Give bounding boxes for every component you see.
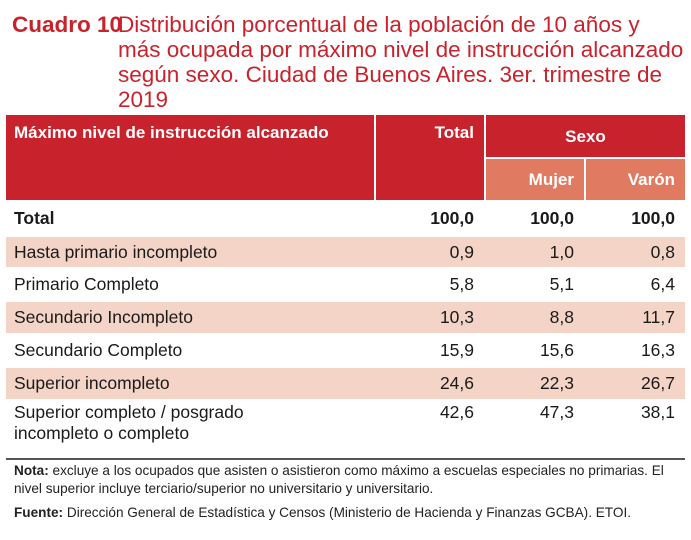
cell-mujer: 15,6 xyxy=(539,340,574,360)
cell-varon: 0,8 xyxy=(650,242,675,262)
source-label: Fuente: xyxy=(14,505,64,520)
row-label: Primario Completo xyxy=(14,274,159,294)
cell-mujer: 100,0 xyxy=(530,208,574,228)
row-label: Superior incompleto xyxy=(14,373,170,393)
row-label: Secundario Completo xyxy=(14,340,183,360)
cell-varon: 26,7 xyxy=(640,373,675,393)
cell-mujer: 8,8 xyxy=(549,307,574,327)
table-bottom-rule xyxy=(6,458,685,460)
cell-mujer: 1,0 xyxy=(549,242,574,262)
table-source: Fuente: Dirección General de Estadística… xyxy=(14,504,684,522)
source-text: Dirección General de Estadística y Censo… xyxy=(66,505,631,520)
table-row: Secundario Completo 15,9 15,6 16,3 xyxy=(6,335,685,366)
header-total: Total xyxy=(376,115,484,200)
cell-mujer: 5,1 xyxy=(549,274,574,294)
table-note: Nota: excluye a los ocupados que asisten… xyxy=(14,462,684,498)
table-number: Cuadro 10 xyxy=(12,12,123,37)
cell-total: 5,8 xyxy=(449,274,474,294)
cell-varon: 100,0 xyxy=(631,208,675,228)
header-level: Máximo nivel de instrucción alcanzado xyxy=(6,115,374,200)
table-row: Superior incompleto 24,6 22,3 26,7 xyxy=(6,368,685,399)
row-label: Total xyxy=(14,208,55,228)
header-varon: Varón xyxy=(586,159,685,200)
note-label: Nota: xyxy=(14,463,49,478)
cell-varon: 16,3 xyxy=(640,340,675,360)
cell-mujer: 22,3 xyxy=(539,373,574,393)
table-row: Superior completo / posgrado incompleto … xyxy=(6,401,685,453)
table-row: Total 100,0 100,0 100,0 xyxy=(6,208,685,236)
table-row: Primario Completo 5,8 5,1 6,4 xyxy=(6,269,685,300)
row-label: Secundario Incompleto xyxy=(14,307,193,327)
header-mujer: Mujer xyxy=(486,159,584,200)
cell-total: 10,3 xyxy=(439,307,474,327)
table-caption: Distribución porcentual de la población … xyxy=(118,12,684,112)
cell-total: 24,6 xyxy=(439,373,474,393)
cell-varon: 38,1 xyxy=(640,402,675,422)
row-label: Hasta primario incompleto xyxy=(14,242,218,262)
row-label: Superior completo / posgrado incompleto … xyxy=(14,402,244,443)
table-row: Hasta primario incompleto 0,9 1,0 0,8 xyxy=(6,237,685,267)
table-header: Máximo nivel de instrucción alcanzado To… xyxy=(6,115,685,200)
cell-total: 100,0 xyxy=(430,208,474,228)
cell-total: 15,9 xyxy=(439,340,474,360)
note-text: excluye a los ocupados que asisten o asi… xyxy=(14,463,664,496)
header-sexo: Sexo xyxy=(486,115,685,157)
cell-total: 42,6 xyxy=(439,402,474,422)
cell-varon: 11,7 xyxy=(642,307,675,327)
cell-mujer: 47,3 xyxy=(539,402,574,422)
table-row: Secundario Incompleto 10,3 8,8 11,7 xyxy=(6,302,685,333)
cell-total: 0,9 xyxy=(449,242,474,262)
cell-varon: 6,4 xyxy=(650,274,675,294)
